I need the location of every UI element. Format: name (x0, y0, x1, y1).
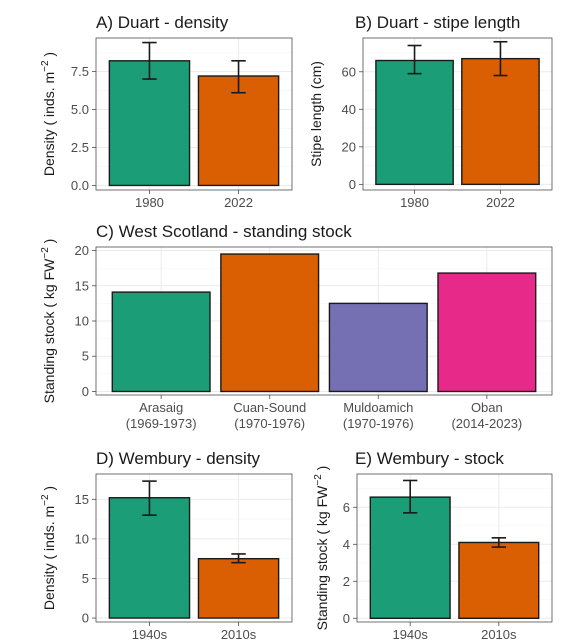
y-axis-label-superscript: −2 (40, 494, 51, 506)
x-tick-label: 1940s (392, 627, 428, 642)
panel-title: B) Duart - stipe length (355, 13, 520, 32)
y-axis-label-text: Stipe length (cm) (308, 61, 324, 167)
bar-1940s (108, 497, 191, 619)
bar-2022 (197, 75, 280, 187)
panel-title: C) West Scotland - standing stock (96, 222, 352, 241)
error-bar (231, 59, 246, 94)
panel-a-duart-density: A) Duart - density 0.0 2.5 5.0 7.5 1980 2022 De… (40, 13, 293, 210)
error-bar (491, 537, 506, 548)
y-tick-label: 40 (342, 102, 356, 117)
bar-oban (437, 272, 537, 393)
bar-cuan-sound (220, 253, 320, 393)
x-tick-sublabel: (2014-2023) (451, 416, 522, 431)
x-tick-sublabel: (1970-1976) (234, 416, 305, 431)
panel-b-duart-stipe-length: B) Duart - stipe length 0 20 40 60 1980 2022 St… (308, 13, 553, 210)
y-tick-label: 6 (343, 500, 350, 515)
x-tick-label: 1940s (132, 627, 168, 642)
y-axis-label-tail: ) (41, 486, 57, 495)
y-tick-label: 20 (342, 139, 356, 154)
error-bar (142, 41, 157, 80)
y-axis-label: Density ( inds. m−2 ) (40, 52, 57, 176)
y-axis-label-superscript: −2 (313, 474, 324, 486)
y-axis-label: Standing stock ( kg FW−2 ) (313, 466, 330, 631)
panel-border (95, 473, 293, 623)
y-tick-label: 15 (75, 278, 89, 293)
x-tick-label: 2010s (221, 627, 257, 642)
panel-e-wembury-stock: E) Wembury - stock 0 2 4 6 1940s 2010s Standing… (313, 449, 553, 642)
bar-1980 (375, 59, 454, 186)
y-axis-label-tail: ) (314, 466, 330, 475)
y-axis-label-text: Density ( inds. m (41, 72, 57, 176)
bar-2010s (197, 557, 280, 619)
y-tick-label: 5 (82, 571, 89, 586)
error-bar (231, 553, 246, 564)
y-tick-label: 60 (342, 64, 356, 79)
y-tick-label: 2 (343, 574, 350, 589)
error-bar (403, 479, 418, 514)
y-axis-label-text: Standing stock ( kg FW (41, 258, 57, 404)
x-tick-label: 2010s (481, 627, 517, 642)
panel-border (356, 473, 553, 623)
x-tick-sublabel: (1970-1976) (343, 416, 414, 431)
x-tick-sublabel: (1969-1973) (126, 416, 197, 431)
bar-2010s (458, 541, 540, 620)
error-bar (493, 40, 508, 77)
error-bar (407, 44, 422, 75)
panel-border (362, 37, 553, 191)
y-tick-label: 0 (82, 384, 89, 399)
bar-arasaig (111, 291, 211, 393)
x-tick-label: Muldoamich (343, 400, 413, 415)
panel-title: E) Wembury - stock (355, 449, 504, 468)
x-tick-label: Arasaig (139, 400, 183, 415)
bar-muldoamich (328, 302, 428, 393)
y-axis-label-text: Density ( inds. m (41, 506, 57, 610)
y-tick-label: 4 (343, 537, 350, 552)
panel-border (95, 246, 553, 396)
y-axis-label-superscript: −2 (40, 247, 51, 259)
x-tick-label: 2022 (486, 195, 515, 210)
y-tick-label: 0.0 (71, 178, 89, 193)
y-tick-label: 0 (343, 611, 350, 626)
x-tick-label: Cuan-Sound (233, 400, 306, 415)
error-bar (142, 480, 157, 516)
y-axis-label: Standing stock ( kg FW−2 ) (40, 239, 57, 404)
x-tick-label: 1980 (135, 195, 164, 210)
panel-c-west-scotland-standing-stock: C) West Scotland - standing stock 0 5 10 15 2… (40, 222, 553, 431)
y-axis-label-text: Standing stock ( kg FW (314, 485, 330, 631)
x-tick-label: 1980 (400, 195, 429, 210)
y-axis-label: Stipe length (cm) (308, 61, 324, 167)
y-tick-label: 20 (75, 243, 89, 258)
y-axis-label-tail: ) (41, 239, 57, 248)
bar-2022 (461, 57, 540, 186)
panel-title: A) Duart - density (96, 13, 229, 32)
y-tick-label: 2.5 (71, 140, 89, 155)
y-tick-label: 10 (75, 531, 89, 546)
y-tick-label: 10 (75, 314, 89, 329)
y-axis-label: Density ( inds. m−2 ) (40, 486, 57, 610)
x-tick-label: Oban (471, 400, 503, 415)
panel-d-wembury-density: D) Wembury - density 0 5 10 15 1940s 2010s Dens… (40, 449, 293, 642)
panel-border (95, 37, 293, 191)
panel-title: D) Wembury - density (96, 449, 261, 468)
y-tick-label: 15 (75, 492, 89, 507)
y-tick-label: 5 (82, 349, 89, 364)
y-tick-label: 7.5 (71, 64, 89, 79)
y-tick-label: 0 (82, 611, 89, 626)
x-tick-label: 2022 (224, 195, 253, 210)
y-axis-label-tail: ) (41, 52, 57, 61)
bar-1980 (108, 60, 191, 187)
y-axis-label-superscript: −2 (40, 60, 51, 72)
bar-1940s (369, 496, 451, 620)
y-tick-label: 5.0 (71, 102, 89, 117)
y-tick-label: 0 (349, 177, 356, 192)
